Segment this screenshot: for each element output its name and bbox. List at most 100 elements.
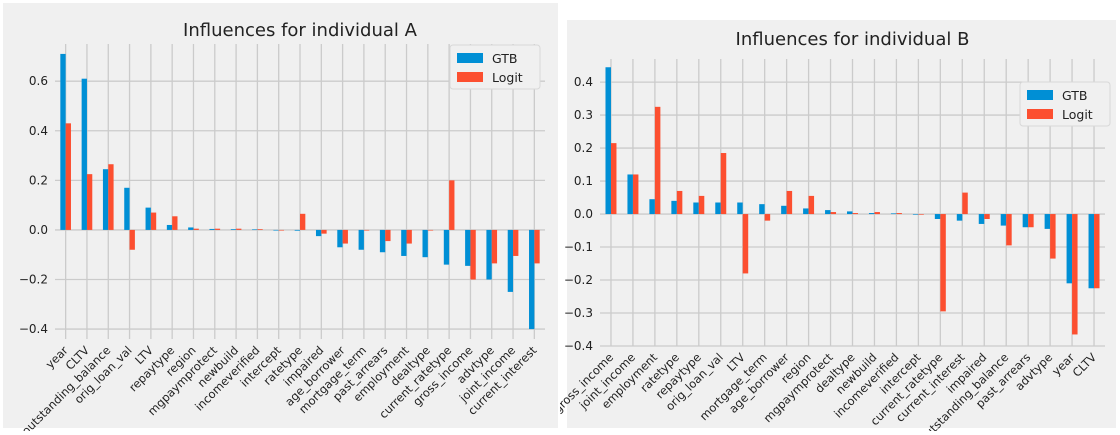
y-tick-label: −0.4 [564,339,593,353]
bar-gtb-orig-loan-val [715,202,721,215]
legend-label-logit: Logit [1062,107,1093,122]
y-tick-label: 0.0 [574,207,593,221]
bar-gtb-current-ratetype [934,214,941,219]
bar-gtb-intercept [273,229,279,231]
bar-logit-advtype [491,229,498,264]
bar-logit-cltv [1094,214,1100,289]
bar-gtb-mgpaymprotect [825,210,831,215]
bar-logit-gross-income [470,229,476,280]
bar-logit-ltv [150,212,157,230]
bar-gtb-gross-income [465,229,471,266]
legend-swatch-logit [457,72,483,82]
bar-logit-age-borrower [342,229,348,244]
bar-logit-outstanding-balance [108,164,114,230]
chart-b: Influences for individual B −0.4 −0.3 −0.2 −… [551,20,1116,435]
bar-gtb-current-interest [956,214,963,221]
bar-logit-dealtype [852,213,858,215]
bar-logit-repaytype [698,195,705,215]
bar-gtb-region [803,208,809,215]
bar-gtb-ltv [145,207,151,230]
bar-logit-intercept [278,229,285,231]
bar-gtb-outstanding-balance [102,169,109,230]
legend-label-gtb: GTB [1062,88,1087,103]
chart-title: Influences for individual B [736,29,970,50]
bar-logit-intercept [918,214,924,215]
bar-gtb-past-arrears [379,229,386,253]
bar-gtb-age-borrower [337,229,343,248]
bar-gtb-orig-loan-val [124,187,130,230]
bar-gtb-cltv [81,78,87,230]
legend-swatch-logit [1027,109,1053,119]
bar-gtb-year [1066,214,1073,284]
chart-panel-a: Influences for individual A −0.4 −0.2 0.0 0.… [0,0,560,435]
y-tick-label: −0.1 [564,240,593,254]
bar-logit-current-ratetype [449,180,455,230]
y-tick-label: −0.3 [564,306,593,320]
bar-gtb-repaytype [693,202,699,215]
bar-gtb-current-ratetype [443,229,450,265]
bar-gtb-outstanding-balance [1000,214,1007,226]
y-tick-label: 0.0 [29,223,48,237]
bar-gtb-advtype [486,229,492,280]
bar-logit-ratetype [676,190,683,215]
bar-logit-joint-income [513,229,519,256]
bar-logit-current-ratetype [940,214,946,312]
bar-gtb-ratetype [671,200,677,215]
legend: GTB Logit [1019,81,1111,127]
bar-gtb-mortgage-term [759,204,765,215]
bar-logit-dealtype [427,229,434,231]
bar-gtb-dealtype [422,229,428,258]
legend-label-gtb: GTB [492,51,517,66]
bar-gtb-intercept [912,214,919,215]
y-tick-label: −0.2 [564,273,593,287]
bar-gtb-gross-income [605,67,611,215]
bar-logit-region [193,228,199,230]
bar-logit-region [808,195,815,215]
bar-gtb-impaired [315,229,322,237]
bar-gtb-cltv [1088,214,1095,289]
bar-logit-joint-income [632,174,639,215]
bar-gtb-ltv [737,202,743,215]
bar-gtb-region [188,227,194,230]
bar-gtb-dealtype [847,211,853,215]
bar-logit-mortgage-term [363,229,370,231]
bar-logit-newbuild [874,212,880,215]
bar-logit-orig-loan-val [720,153,727,215]
bar-logit-current-interest [534,229,540,264]
bar-logit-cltv [86,174,93,230]
bar-logit-mortgage-term [764,214,771,221]
chart-a: Influences for individual A −0.4 −0.2 0.0 0.… [3,3,558,435]
y-tick-label: 0.2 [29,173,48,187]
y-tick-label: 0.2 [574,141,593,155]
bar-logit-newbuild [236,228,242,230]
chart-panel-b: Influences for individual B −0.4 −0.3 −0.2 −… [551,0,1120,435]
bar-logit-mgpaymprotect [830,212,837,215]
bar-logit-past-arrears [385,229,391,242]
y-tick-label: 0.4 [29,124,48,138]
bar-logit-year [1072,214,1078,335]
bar-logit-orig-loan-val [129,229,135,250]
bar-logit-repaytype [172,216,178,230]
bar-logit-current-interest [962,192,968,215]
y-tick-label: −0.4 [19,322,48,336]
bar-gtb-incomeverified [252,229,258,231]
bar-logit-incomeverified [257,229,263,230]
bar-logit-outstanding-balance [1006,214,1012,246]
bar-logit-impaired [321,229,327,234]
y-tick-label: 0.1 [574,174,593,188]
bar-logit-incomeverified [896,213,902,215]
bar-gtb-repaytype [166,224,173,230]
bar-gtb-joint-income [507,229,514,292]
bar-logit-age-borrower [786,190,793,215]
bar-gtb-incomeverified [890,213,897,215]
bar-gtb-newbuild [230,229,237,230]
bar-logit-employment [406,229,412,244]
bar-gtb-ratetype [294,229,300,231]
bar-gtb-mgpaymprotect [209,228,215,230]
legend-swatch-gtb [457,53,483,63]
y-tick-label: 0.6 [29,74,48,88]
legend-swatch-gtb [1027,90,1053,100]
bar-logit-ltv [742,214,749,274]
y-tick-label: 0.3 [574,108,593,122]
bar-gtb-newbuild [868,213,875,215]
